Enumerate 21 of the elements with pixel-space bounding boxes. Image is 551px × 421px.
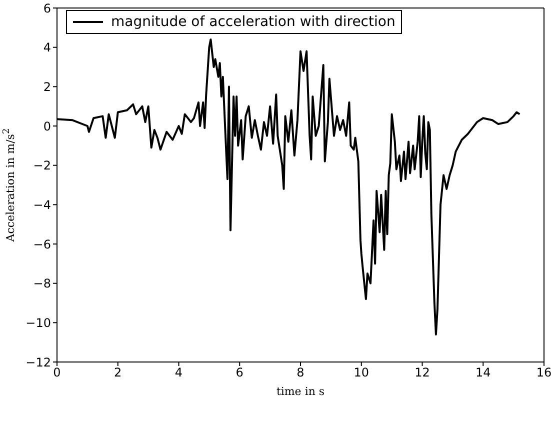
y-tick-label: −6 bbox=[33, 237, 51, 252]
x-tick-label: 16 bbox=[536, 366, 551, 380]
y-tick-label: 6 bbox=[43, 1, 51, 16]
x-tick-label: 4 bbox=[174, 366, 183, 380]
x-tick-label: 10 bbox=[354, 366, 370, 380]
x-tick-label: 0 bbox=[53, 366, 61, 380]
y-tick-label: −2 bbox=[33, 158, 51, 173]
x-tick-label: 14 bbox=[475, 366, 491, 380]
y-tick-label: −10 bbox=[26, 316, 51, 330]
x-tick-label: 6 bbox=[236, 366, 244, 380]
x-tick-label: 12 bbox=[414, 366, 430, 380]
x-tick-label: 2 bbox=[114, 366, 122, 380]
legend-label: magnitude of acceleration with direction bbox=[111, 14, 396, 30]
y-tick-label: 0 bbox=[43, 119, 51, 134]
y-tick-label: −8 bbox=[33, 276, 51, 291]
y-tick-label: 4 bbox=[43, 40, 51, 55]
y-tick-label: 2 bbox=[43, 80, 51, 94]
x-tick-label: 8 bbox=[296, 366, 304, 380]
x-axis-title: time in s bbox=[276, 385, 325, 398]
y-tick-label: −12 bbox=[26, 355, 51, 370]
y-tick-label: −4 bbox=[33, 198, 51, 212]
